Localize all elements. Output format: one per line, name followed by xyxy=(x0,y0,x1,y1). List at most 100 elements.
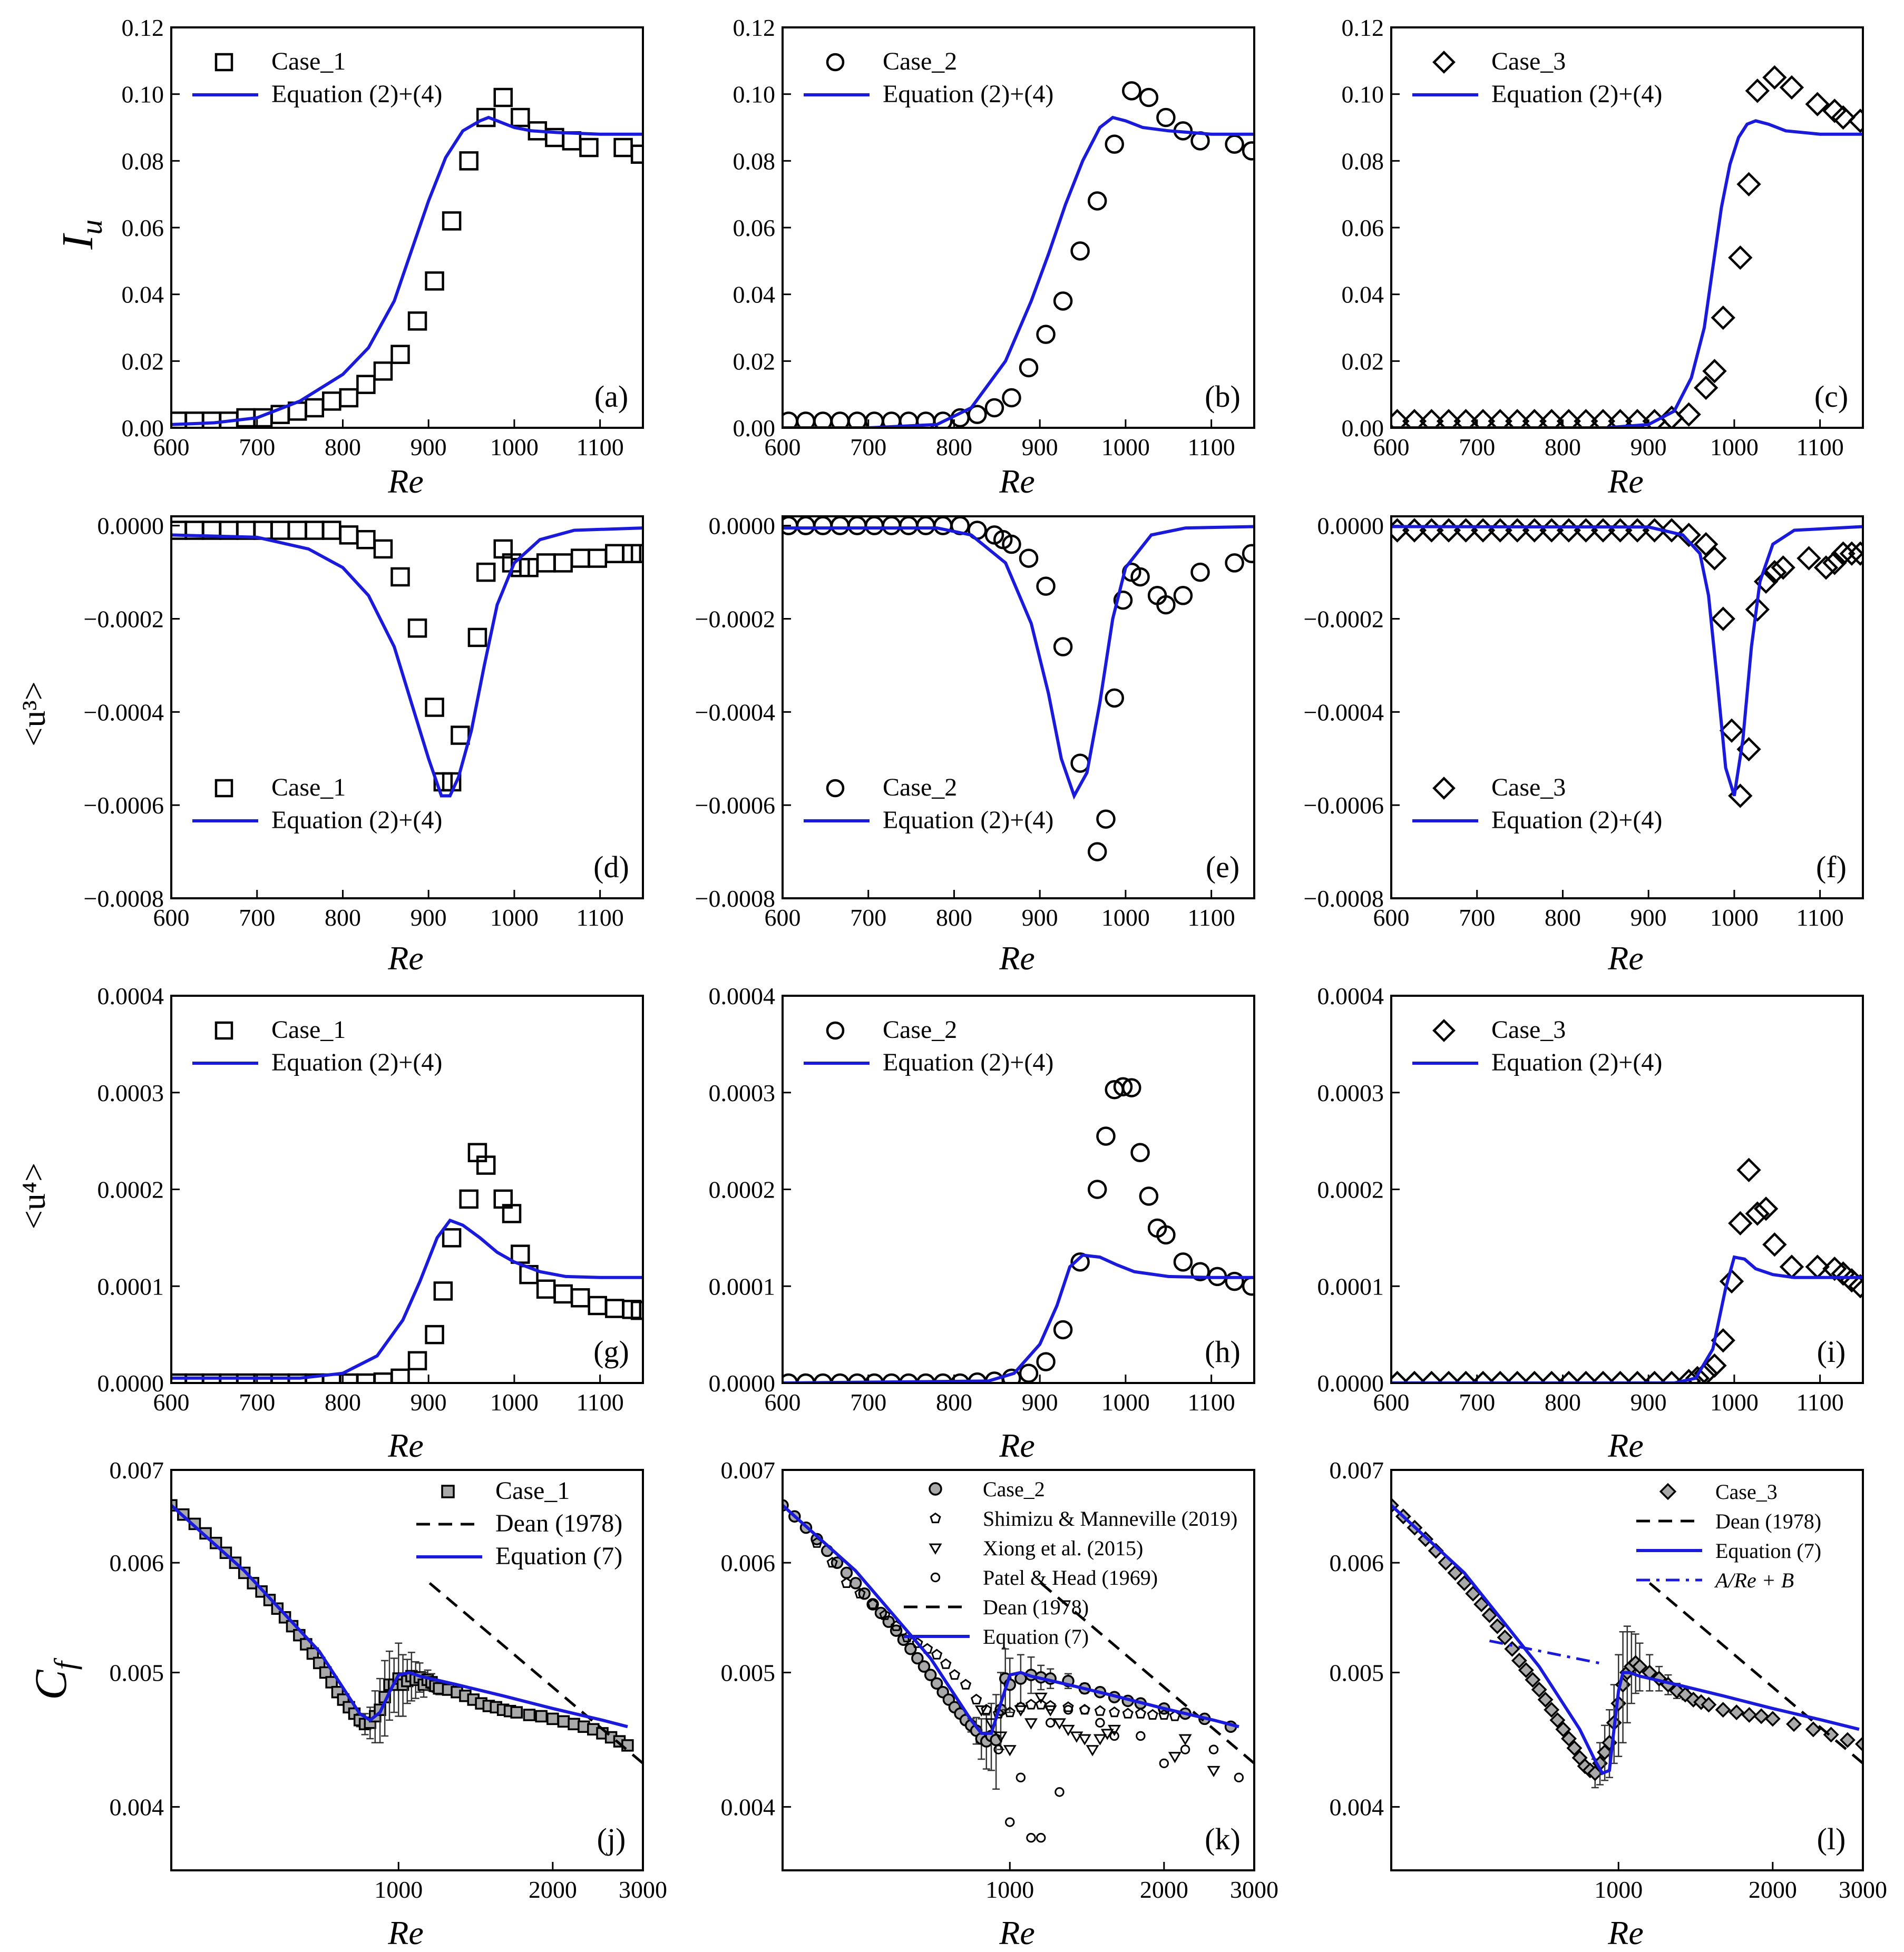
series-line xyxy=(1648,1582,1863,1764)
data-point xyxy=(1109,1706,1120,1718)
data-point xyxy=(1531,1682,1547,1698)
chart-panel-a: 600 700 800 900 1000 1100 0.00 0.02 0.04 0.06 0.08… xyxy=(122,14,644,460)
data-point xyxy=(171,1499,178,1512)
data-point xyxy=(1136,1731,1146,1741)
data-point xyxy=(1715,1702,1731,1718)
panel-label: (i) xyxy=(1817,1335,1846,1369)
x-tick-label: 900 xyxy=(1630,904,1667,931)
x-tick-label: 3000 xyxy=(1230,1876,1278,1903)
plot-area xyxy=(783,81,1254,428)
legend-label: Equation (7) xyxy=(983,1625,1089,1649)
data-point xyxy=(1511,1652,1527,1669)
data-point xyxy=(1402,1370,1427,1383)
data-point xyxy=(1694,375,1719,400)
data-point xyxy=(459,1189,479,1209)
legend-marker xyxy=(1432,777,1456,800)
series-line xyxy=(171,526,643,798)
data-point xyxy=(1608,1370,1633,1383)
data-point xyxy=(1436,1370,1461,1383)
x-tick-label: 1000 xyxy=(490,904,539,931)
chart-panel-b: 600 700 800 900 1000 1100 0.00 0.02 0.04 0.06 0.08… xyxy=(733,14,1255,460)
data-point xyxy=(1642,1370,1667,1383)
data-point xyxy=(1719,718,1744,743)
x-tick-label: 1000 xyxy=(1101,434,1150,460)
legend-label: Case_2 xyxy=(883,773,957,801)
data-point xyxy=(826,1556,838,1568)
data-point xyxy=(981,1704,992,1715)
x-tick-label: 900 xyxy=(411,434,447,460)
legend: Case_2 Shimizu & Manneville (2019) Xiong e… xyxy=(904,1477,1237,1649)
x-tick-label: 3000 xyxy=(619,1876,667,1903)
data-point xyxy=(1625,409,1650,428)
data-point xyxy=(1019,358,1039,378)
data-point xyxy=(1805,92,1830,116)
data-point xyxy=(1848,541,1863,566)
data-point xyxy=(1685,1366,1710,1383)
data-point xyxy=(425,698,444,717)
data-point xyxy=(960,1679,972,1690)
y-tick-label: 0.12 xyxy=(122,14,164,41)
data-point xyxy=(1796,546,1821,571)
data-point xyxy=(841,1577,853,1588)
data-point xyxy=(1745,79,1770,103)
legend-label: Dean (1978) xyxy=(983,1595,1089,1619)
data-point xyxy=(1053,637,1073,656)
series-line xyxy=(428,1582,643,1764)
data-point xyxy=(1488,1370,1512,1383)
legend-marker xyxy=(826,1021,845,1040)
panel-label: (c) xyxy=(1814,379,1848,414)
x-tick-label: 900 xyxy=(1630,434,1667,460)
data-point xyxy=(557,1715,570,1728)
y-tick-label: 0.0004 xyxy=(709,983,776,1009)
data-point xyxy=(849,1577,862,1590)
legend-marker xyxy=(930,1512,941,1524)
y-tick-label: −0.0006 xyxy=(84,792,164,819)
y-tick-label: 0.0002 xyxy=(97,1176,164,1203)
x-tick-label: 900 xyxy=(1022,434,1058,460)
data-point xyxy=(1391,1370,1410,1383)
data-point xyxy=(1139,1186,1159,1206)
x-tick-label: 800 xyxy=(325,1389,361,1416)
legend: Case_3 Equation (2)+(4) xyxy=(1412,47,1662,108)
panel-label: (b) xyxy=(1205,379,1241,414)
data-point xyxy=(1745,1201,1770,1226)
data-point xyxy=(1016,1772,1026,1783)
x-tick-label: 2000 xyxy=(1140,1876,1188,1903)
data-point xyxy=(1453,1370,1478,1383)
plot-area xyxy=(171,1499,643,1764)
legend-label: Case_1 xyxy=(271,773,346,801)
data-point xyxy=(783,1373,798,1383)
data-point xyxy=(1122,1078,1141,1097)
data-point xyxy=(1035,1699,1047,1710)
data-point xyxy=(1556,1370,1581,1383)
plot-frame xyxy=(782,1469,1255,1871)
data-point xyxy=(1087,842,1107,861)
data-point xyxy=(1779,75,1804,100)
legend-label: Case_2 xyxy=(883,47,957,75)
data-point xyxy=(1489,1618,1506,1634)
data-point xyxy=(1015,1701,1027,1712)
plot-frame xyxy=(782,515,1255,899)
data-point xyxy=(1036,1352,1056,1371)
iu-axis-title: Iu xyxy=(53,220,109,250)
data-point xyxy=(1096,809,1116,829)
data-point xyxy=(1173,586,1193,605)
legend-label: Equation (2)+(4) xyxy=(1491,1048,1662,1076)
legend-label: Equation (2)+(4) xyxy=(883,1048,1053,1076)
x-tick-label: 800 xyxy=(325,434,361,460)
data-point xyxy=(1080,1705,1090,1715)
y-tick-label: 0.0001 xyxy=(709,1273,776,1300)
data-point xyxy=(879,1609,891,1620)
legend-label: Case_3 xyxy=(1491,47,1566,75)
re-label-a: Re xyxy=(387,463,424,500)
chart-panel-i: 600 700 800 900 1000 1100 0.0000 0.0001 0.0002 0.… xyxy=(1317,983,1864,1416)
x-tick-label: 700 xyxy=(1459,434,1495,460)
data-point xyxy=(1113,590,1133,610)
y-tick-label: −0.0002 xyxy=(695,606,775,633)
y-tick-label: 0.004 xyxy=(110,1794,164,1821)
x-tick-label: 700 xyxy=(1459,1389,1495,1416)
panel-label: (d) xyxy=(593,850,629,884)
data-point xyxy=(1173,1252,1193,1272)
data-point xyxy=(535,1710,548,1723)
data-point xyxy=(459,151,479,171)
